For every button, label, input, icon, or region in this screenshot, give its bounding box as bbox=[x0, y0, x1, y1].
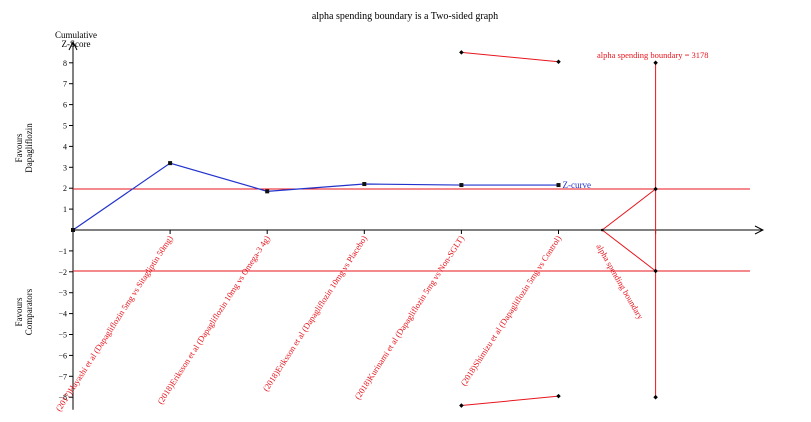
y-tick-label: 5 bbox=[63, 122, 67, 131]
z-curve: Z-curve bbox=[71, 161, 591, 232]
y-tick-label: −2 bbox=[58, 268, 67, 277]
y-tick-label: −4 bbox=[58, 310, 67, 319]
boundary-point bbox=[556, 393, 561, 399]
upper-spending-segment bbox=[461, 51, 559, 63]
y-tick-label: 6 bbox=[63, 101, 67, 110]
boundary-point bbox=[653, 60, 658, 66]
y-tick-label: 4 bbox=[63, 142, 67, 151]
boundary-point bbox=[653, 268, 658, 274]
x-tick-label: (2018)Eriksson et al (Dapagliflozin 10mg… bbox=[261, 234, 370, 394]
alpha-spending-boundary: alpha spending boundary = 3178 alpha spen… bbox=[459, 50, 709, 408]
x-tick-label: (2018)Kurinami et al (Dapagliflozin 5mg … bbox=[352, 234, 466, 402]
z-curve-point bbox=[362, 182, 367, 187]
y-tick-label: 1 bbox=[63, 205, 67, 214]
alpha-spending-axis-label: alpha spending boundary bbox=[594, 242, 646, 322]
boundary-point bbox=[556, 59, 561, 65]
y-tick-label: −8 bbox=[58, 393, 67, 402]
z-curve-point bbox=[459, 183, 464, 188]
upper-converge-line bbox=[601, 188, 656, 231]
y-tick-label: 3 bbox=[63, 163, 67, 172]
boundary-point bbox=[459, 50, 464, 55]
y-axis-labels: Cumulative Z-Score FavoursDapagliflozin Fav… bbox=[14, 30, 97, 335]
y-tick-label: −3 bbox=[58, 289, 67, 298]
y-tick-label: 2 bbox=[63, 184, 67, 193]
z-curve-label: Z-curve bbox=[563, 180, 591, 190]
z-curve-point bbox=[556, 183, 561, 188]
y-tick-label: 7 bbox=[63, 80, 67, 89]
x-tick-label: (2017)Hayashi et al (Dapagliflozin 5mg v… bbox=[53, 234, 174, 414]
x-tick-label: (2018)Shimizu et al (Dapagliflozin 5mg v… bbox=[458, 234, 563, 388]
lower-converge-line bbox=[601, 229, 656, 272]
boundary-point bbox=[653, 394, 658, 400]
alpha-spending-label: alpha spending boundary = 3178 bbox=[597, 50, 709, 60]
y-tick-label: 8 bbox=[63, 59, 67, 68]
y-ticks: −8 −7 −6 −5 −4 −3 −2 −1 1 2 3 4 5 6 7 8 bbox=[58, 59, 73, 402]
y-tick-label: −5 bbox=[58, 331, 67, 340]
lower-spending-segment bbox=[461, 395, 559, 407]
chart-title: alpha spending boundary is a Two-sided g… bbox=[312, 11, 498, 22]
favours-lower-label: FavoursComparators bbox=[14, 288, 34, 335]
z-curve-start-point bbox=[71, 228, 75, 232]
x-axis-arrow bbox=[754, 225, 765, 235]
z-curve-point bbox=[265, 189, 270, 194]
y-tick-label: −1 bbox=[58, 247, 67, 256]
x-tick-label: (2018)Eriksson et al (Dapagliflozin 10mg… bbox=[155, 234, 272, 406]
z-curve-point bbox=[168, 161, 173, 166]
y-tick-label: −7 bbox=[58, 372, 67, 381]
favours-upper-label: FavoursDapagliflozin bbox=[14, 123, 34, 173]
y-axis-title: Cumulative Z-Score bbox=[55, 30, 97, 49]
axes bbox=[68, 40, 765, 410]
z-curve-line bbox=[72, 162, 559, 231]
x-tick-labels: (2017)Hayashi et al (Dapagliflozin 5mg v… bbox=[53, 234, 563, 414]
boundary-point bbox=[459, 403, 464, 408]
y-axis-arrow bbox=[68, 40, 78, 51]
boundaries bbox=[73, 188, 750, 272]
y-tick-label: −6 bbox=[58, 351, 67, 360]
converge-point bbox=[600, 228, 604, 232]
